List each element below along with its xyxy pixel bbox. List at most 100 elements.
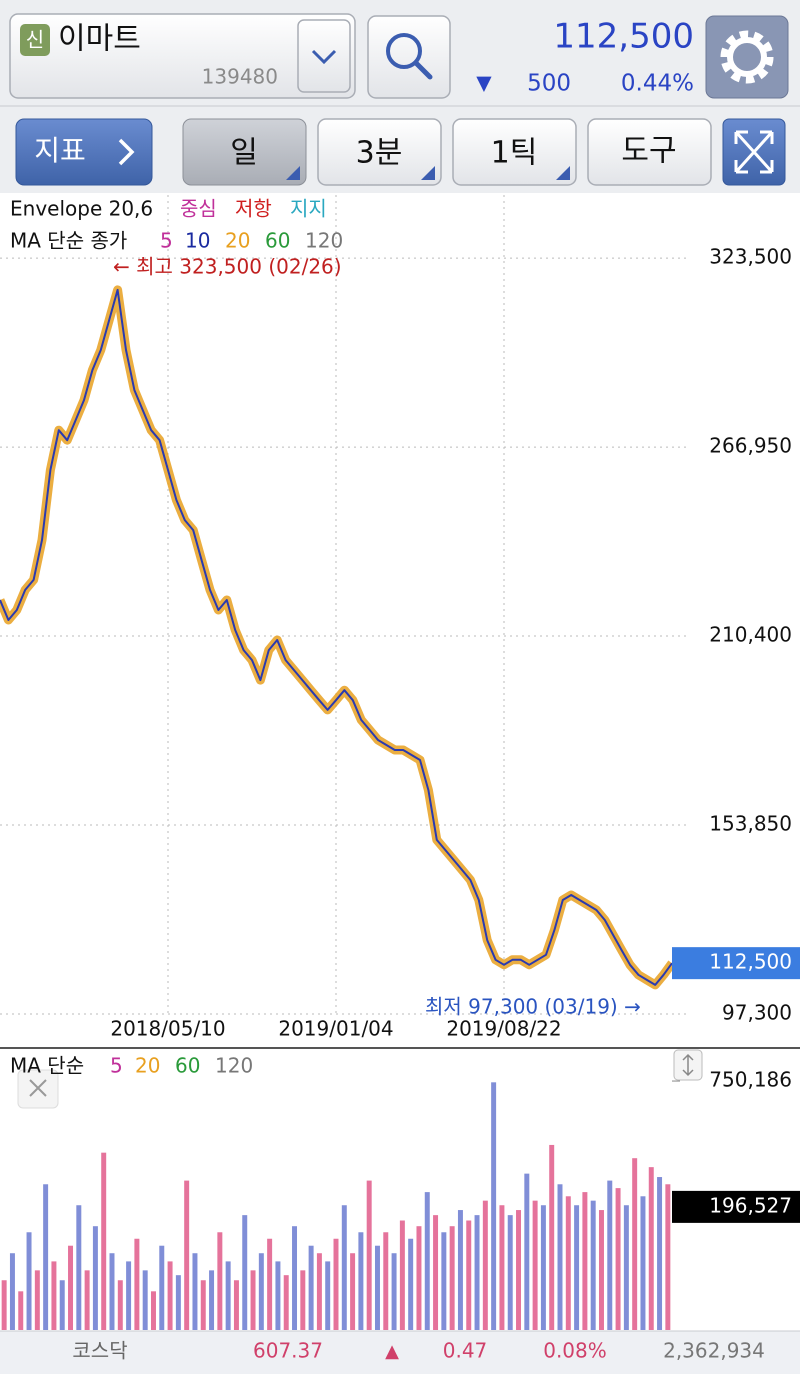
market-index: 607.37 [253,1339,323,1363]
tick-label: 1틱 [491,136,538,171]
volume-bar [159,1245,165,1330]
price-line [0,288,673,986]
volume-bar [109,1253,115,1330]
volume-bar [209,1270,215,1330]
volume-bar [217,1232,223,1330]
volume-bar [507,1215,513,1330]
settings-button[interactable] [705,15,789,99]
market-name: 코스닥 [72,1339,127,1363]
y-tick-label: 266,950 [709,434,792,458]
indicator-button[interactable] [15,118,153,186]
x-tick-label: 2019/01/04 [278,1017,393,1041]
volume-bar [1,1280,7,1330]
volume-bar [598,1210,604,1330]
volume-bar [557,1184,563,1330]
legend-entry: 60 [265,229,290,253]
volume-bar [615,1188,621,1330]
y-tick-label: 153,850 [709,811,792,835]
badge [20,24,50,56]
badge-text: 신 [26,28,44,52]
legend-entry: 5 [110,1054,123,1078]
volume-bar [491,1082,497,1330]
current-volume-label: 196,527 [709,1193,792,1217]
volume-bar [433,1215,439,1330]
volume-bar [399,1220,405,1330]
volume-bar [648,1167,654,1330]
volume-bar [565,1196,571,1330]
volume-bar [532,1200,538,1330]
current-volume-marker [672,1190,800,1223]
x-tick-label: 2019/08/22 [446,1017,561,1041]
corner-mark [556,166,570,180]
dropdown-button[interactable] [297,19,351,93]
volume-bar [101,1152,107,1330]
volume-bar [250,1270,256,1330]
volume-bar [457,1210,463,1330]
volume-bar [26,1232,32,1330]
change-arrow: ▼ [476,71,492,95]
x-tick-label: 2018/05/10 [110,1017,225,1041]
volume-bar [482,1200,488,1330]
legend-entry: 5 [160,229,173,253]
volume-bar [474,1215,480,1330]
legend-entry: 120 [305,229,343,253]
volume-bar [665,1184,671,1330]
volume-bar [657,1177,663,1330]
corner-mark [286,166,300,180]
search-button[interactable] [367,15,451,99]
volume-bar [117,1280,123,1330]
volume-bar [607,1180,613,1330]
volume-bar [283,1275,289,1330]
legend-entry: 120 [215,1054,253,1078]
volume-bar [126,1261,132,1330]
low-note: 최저 97,300 (03/19) → [425,995,641,1019]
current-price: 112,500 [553,17,694,57]
volume-bar [68,1245,74,1330]
volume-bar [449,1226,455,1330]
volume-bar [499,1205,505,1330]
y-tick-label: 323,500 [709,245,792,269]
legend-entry: 20 [135,1054,160,1078]
stock-name: 이마트 [58,22,141,57]
volume-bar [43,1184,49,1330]
legend-entry: MA 단순 [10,1054,84,1078]
volume-bar [233,1280,239,1330]
volume-bar [134,1238,140,1330]
tick-button[interactable] [452,118,577,186]
volume-bar [408,1238,414,1330]
volume-bar [300,1270,306,1330]
volume-bar [358,1232,364,1330]
volume-bar [192,1253,198,1330]
volume-bar [292,1226,298,1330]
volume-bar [142,1270,148,1330]
market-volume: 2,362,934 [663,1339,765,1363]
volume-bar [308,1245,314,1330]
volume-bar [316,1253,322,1330]
period-button[interactable] [182,118,307,186]
legend-entry: Envelope 20,6 [10,197,153,221]
volume-bar [225,1261,231,1330]
market-arrow: ▲ [385,1341,399,1362]
period-label: 일 [230,136,258,171]
stock-selector[interactable] [9,13,356,99]
stock-code: 139480 [202,65,278,89]
volume-bar [267,1238,273,1330]
y-tick-label: 210,400 [709,623,792,647]
y-tick-label: 97,300 [722,1000,792,1024]
volume-bar [150,1291,156,1330]
legend-entry: 지지 [290,197,327,221]
gear-icon [720,30,774,84]
tools-button[interactable] [587,118,712,186]
volume-bar [383,1232,389,1330]
volume-bar [258,1253,264,1330]
volume-bar [34,1270,40,1330]
search-icon-handle [413,60,433,80]
current-price-marker [672,947,800,980]
y-tick-label: 750,186 [709,1068,792,1092]
minute-button[interactable] [317,118,442,186]
volume-bar [582,1192,588,1330]
volume-bar [9,1253,15,1330]
tools-label: 도구 [621,134,676,169]
arrow-icon [118,138,135,166]
volume-bar [341,1205,347,1330]
